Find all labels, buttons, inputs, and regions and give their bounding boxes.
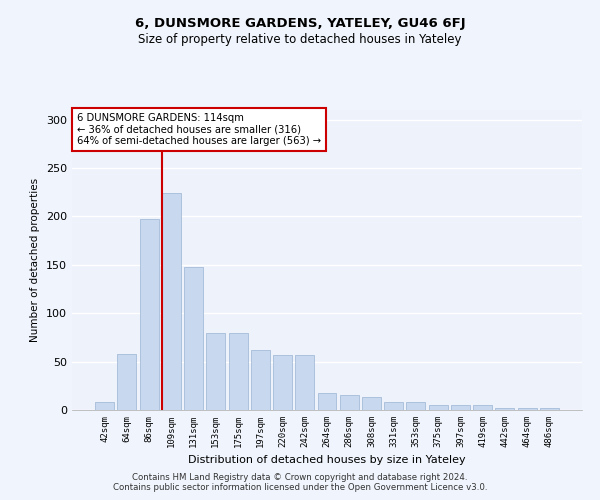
Bar xyxy=(162,193,181,410)
Bar xyxy=(95,402,114,410)
Bar xyxy=(406,402,425,410)
Bar xyxy=(451,405,470,410)
Bar xyxy=(429,405,448,410)
Bar xyxy=(362,398,381,410)
Bar xyxy=(518,408,536,410)
Bar xyxy=(118,354,136,410)
Bar xyxy=(184,267,203,410)
Bar xyxy=(273,355,292,410)
Bar xyxy=(206,332,225,410)
Text: 6 DUNSMORE GARDENS: 114sqm
← 36% of detached houses are smaller (316)
64% of sem: 6 DUNSMORE GARDENS: 114sqm ← 36% of deta… xyxy=(77,113,321,146)
Bar xyxy=(229,332,248,410)
Text: Size of property relative to detached houses in Yateley: Size of property relative to detached ho… xyxy=(138,32,462,46)
Bar xyxy=(295,355,314,410)
Bar xyxy=(317,392,337,410)
X-axis label: Distribution of detached houses by size in Yateley: Distribution of detached houses by size … xyxy=(188,456,466,466)
Bar xyxy=(473,405,492,410)
Text: Contains HM Land Registry data © Crown copyright and database right 2024.
Contai: Contains HM Land Registry data © Crown c… xyxy=(113,473,487,492)
Bar xyxy=(251,350,270,410)
Bar xyxy=(540,408,559,410)
Bar xyxy=(384,402,403,410)
Y-axis label: Number of detached properties: Number of detached properties xyxy=(31,178,40,342)
Bar xyxy=(496,408,514,410)
Bar xyxy=(140,220,158,410)
Bar xyxy=(340,396,359,410)
Text: 6, DUNSMORE GARDENS, YATELEY, GU46 6FJ: 6, DUNSMORE GARDENS, YATELEY, GU46 6FJ xyxy=(134,18,466,30)
